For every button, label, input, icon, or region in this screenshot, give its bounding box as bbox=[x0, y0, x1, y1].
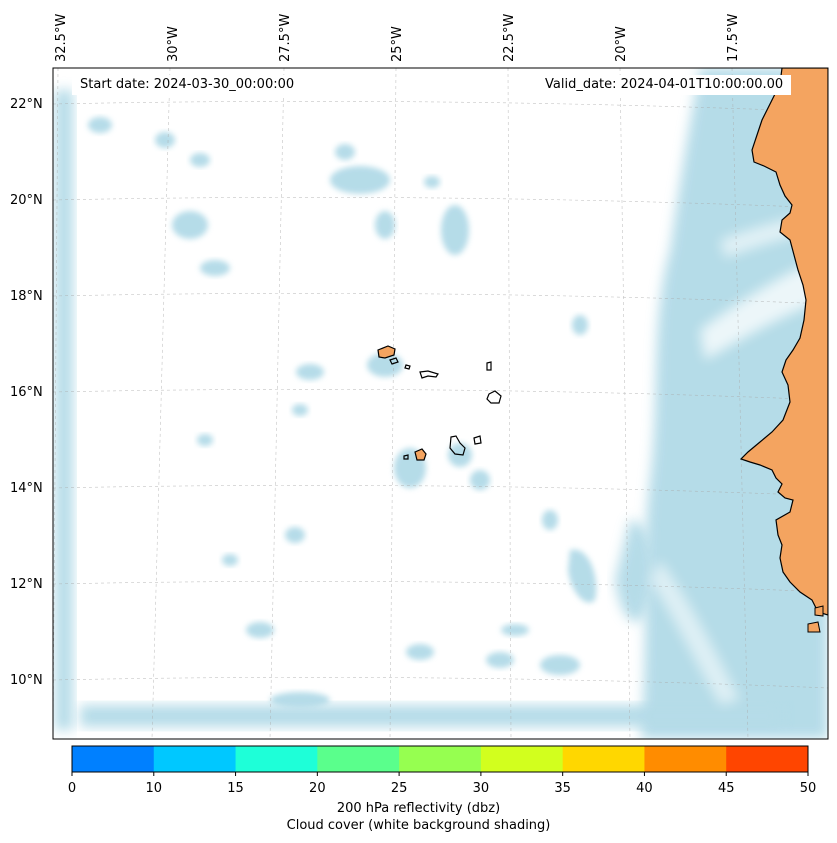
island-boa-vista bbox=[486, 390, 502, 404]
colorbar-segment bbox=[153, 746, 237, 772]
colorbar-label-cloud-cover: Cloud cover (white background shading) bbox=[286, 818, 551, 833]
colorbar-tick-label: 35 bbox=[554, 781, 571, 796]
colorbar-segment bbox=[317, 746, 400, 772]
lat-label-14n: 14°N bbox=[10, 481, 43, 496]
island-sal bbox=[486, 361, 492, 371]
lat-label-10n: 10°N bbox=[10, 673, 43, 688]
lon-label-22-5w: 22.5°W bbox=[502, 13, 517, 62]
colorbar-segment bbox=[72, 746, 155, 772]
lon-label-20w: 20°W bbox=[614, 26, 629, 62]
colorbar bbox=[71, 745, 809, 776]
lon-label-30w: 30°W bbox=[166, 26, 181, 62]
colorbar-segment bbox=[235, 746, 318, 772]
island-maio bbox=[473, 435, 482, 445]
map-frame bbox=[52, 67, 829, 740]
colorbar-frame bbox=[71, 745, 809, 773]
colorbar-segment bbox=[562, 746, 645, 772]
colorbar-tick-label: 20 bbox=[309, 781, 326, 796]
lon-label-27-5w: 27.5°W bbox=[278, 13, 293, 62]
island-sao-vicente bbox=[389, 357, 399, 365]
graticule bbox=[53, 68, 828, 739]
island-santo-antao bbox=[377, 345, 396, 359]
lon-label-25w: 25°W bbox=[390, 26, 405, 62]
colorbar-tick-label: 10 bbox=[145, 781, 163, 796]
lat-label-22n: 22°N bbox=[10, 97, 43, 112]
valid-date-label: Valid_date: 2024-04-01T10:00:00.00 bbox=[537, 75, 792, 95]
colorbar-tick-label: 15 bbox=[227, 781, 244, 796]
colorbar-segment bbox=[726, 746, 809, 772]
colorbar-label-reflectivity: 200 hPa reflectivity (dbz) bbox=[336, 801, 501, 816]
lat-label-20n: 20°N bbox=[10, 193, 43, 208]
colorbar-tick-label: 30 bbox=[472, 781, 490, 796]
colorbar-tick-label: 50 bbox=[799, 781, 817, 796]
island-santa-luzia bbox=[404, 364, 411, 370]
lat-label-16n: 16°N bbox=[10, 385, 43, 400]
colorbar-tick-label: 45 bbox=[717, 781, 735, 796]
africa-landmass bbox=[739, 68, 828, 616]
cape-verde-islands bbox=[377, 345, 502, 461]
island-santiago bbox=[449, 435, 466, 456]
island-fogo bbox=[414, 448, 427, 461]
island-brava bbox=[403, 454, 409, 460]
colorbar-tick-label: 0 bbox=[67, 781, 77, 796]
lat-label-12n: 12°N bbox=[10, 577, 43, 592]
colorbar-segment bbox=[644, 746, 727, 772]
island-sao-nicolau bbox=[419, 370, 439, 379]
colorbar-tick-label: 25 bbox=[390, 781, 408, 796]
colorbar-segment bbox=[480, 746, 564, 772]
lon-label-17-5w: 17.5°W bbox=[726, 13, 741, 62]
bijagos-islands bbox=[807, 605, 824, 633]
lon-label-32-5w: 32.5°W bbox=[54, 13, 69, 62]
lat-label-18n: 18°N bbox=[10, 289, 43, 304]
colorbar-segment bbox=[399, 746, 482, 772]
start-date-label: Start date: 2024-03-30_00:00:00 bbox=[72, 75, 303, 95]
colorbar-tick-label: 40 bbox=[636, 781, 653, 796]
